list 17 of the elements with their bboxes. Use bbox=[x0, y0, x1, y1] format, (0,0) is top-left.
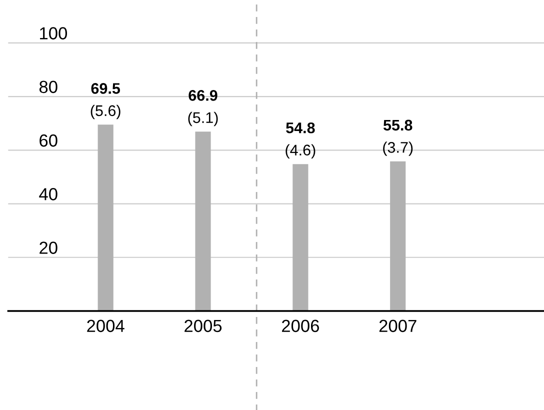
data-label: 66.9 bbox=[188, 90, 218, 101]
y-tick-label: 20 bbox=[40, 242, 58, 254]
annotation: (3.7) bbox=[383, 142, 413, 156]
data-label: 69.5 bbox=[91, 83, 120, 94]
x-tick-label: 2007 bbox=[379, 320, 416, 332]
annotation: (4.6) bbox=[286, 144, 316, 159]
y-tick-label: 80 bbox=[39, 80, 58, 94]
y-tick-label: 60 bbox=[40, 134, 58, 147]
y-tick-label: 100 bbox=[40, 27, 68, 40]
annotation: (5.1) bbox=[188, 112, 218, 126]
x-tick-label: 2004 bbox=[87, 320, 124, 332]
annotation: (5.6) bbox=[90, 104, 120, 120]
x-tick-label: 2006 bbox=[282, 320, 319, 332]
x-tick-label: 2005 bbox=[184, 320, 222, 332]
data-label: 54.8 bbox=[286, 122, 315, 134]
y-tick-label: 40 bbox=[39, 188, 58, 200]
data-label: 55.8 bbox=[383, 120, 412, 131]
